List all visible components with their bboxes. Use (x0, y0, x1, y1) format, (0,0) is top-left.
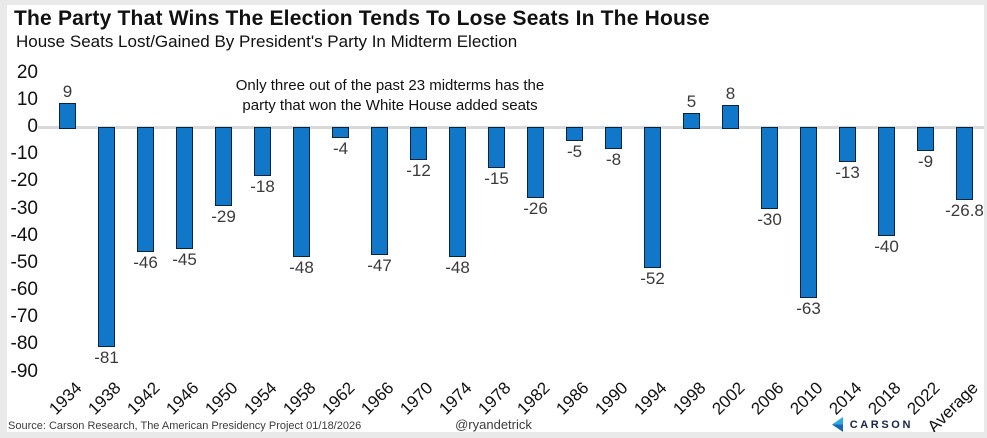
annotation-line-2: party that won the White House added sea… (242, 97, 538, 114)
x-tick-label: 2006 (747, 378, 788, 419)
x-tick-label: 1954 (240, 378, 281, 419)
x-tick-label: 1962 (318, 378, 359, 419)
y-tick-label: -40 (10, 224, 38, 246)
bar-value-label: -29 (211, 206, 236, 226)
bar-value-label: -5 (566, 141, 583, 161)
chart-title: The Party That Wins The Election Tends T… (14, 7, 710, 30)
bar-value-label: 9 (62, 81, 73, 101)
bar-value-label: -47 (367, 255, 392, 275)
carson-logo-text: CARSON (849, 418, 913, 431)
bar-value-label: -13 (835, 163, 860, 183)
bar-value-label: -26.8 (945, 200, 984, 220)
window-border-bottom (0, 432, 987, 438)
y-tick-label: -80 (10, 333, 38, 355)
bar-value-label: -46 (133, 252, 158, 272)
bar-value-label: -9 (917, 152, 934, 172)
bar (917, 127, 934, 152)
x-tick-label: 1946 (162, 378, 203, 419)
y-tick-label: -50 (10, 251, 38, 273)
y-tick-label: 0 (27, 116, 38, 137)
bar-value-label: -18 (250, 176, 275, 196)
bar (59, 102, 76, 129)
y-tick-label: -90 (10, 360, 38, 382)
x-tick-label: 1990 (591, 378, 632, 419)
x-tick-label: 1994 (630, 378, 671, 419)
y-tick-label: -20 (10, 170, 38, 192)
source-credit: Source: Carson Research, The American Pr… (8, 420, 362, 432)
bar-value-label: -63 (796, 299, 821, 319)
x-tick-label: 1978 (474, 378, 515, 419)
carson-logo: CARSON (831, 417, 913, 432)
x-tick-label: 2002 (708, 378, 749, 419)
bar (215, 127, 232, 206)
bar (683, 113, 700, 129)
bar (800, 127, 817, 299)
x-tick-label: 1958 (279, 378, 320, 419)
bar (371, 127, 388, 255)
bar (293, 127, 310, 258)
bar (956, 127, 973, 200)
window-border-left (0, 0, 7, 438)
x-tick-label: 2018 (864, 378, 905, 419)
author-handle: @ryandetrick (455, 417, 532, 432)
bar-value-label: -52 (640, 269, 665, 289)
bar (410, 127, 427, 160)
bar (488, 127, 505, 168)
bar-value-label: -45 (172, 250, 197, 270)
x-tick-label: 1974 (435, 378, 476, 419)
bar-value-label: 5 (686, 92, 697, 112)
bar-value-label: -40 (874, 236, 899, 256)
bar-value-label: -8 (605, 149, 622, 169)
zero-axis-line (38, 126, 985, 129)
x-tick-label: 1966 (357, 378, 398, 419)
bar-value-label: -4 (332, 138, 349, 158)
x-tick-label: 1942 (123, 378, 164, 419)
bar (566, 127, 583, 141)
bar (254, 127, 271, 176)
bar (137, 127, 154, 252)
bar (722, 105, 739, 129)
bar (98, 127, 115, 348)
x-tick-label: 1998 (669, 378, 710, 419)
bar (761, 127, 778, 209)
bar-value-label: -48 (289, 258, 314, 278)
bar (644, 127, 661, 269)
annotation-line-1: Only three out of the past 23 midterms h… (235, 77, 545, 94)
bar-value-label: -26 (523, 198, 548, 218)
y-tick-label: -10 (10, 143, 38, 165)
bar (332, 127, 349, 138)
x-tick-label: 2014 (825, 378, 866, 419)
y-tick-label: 10 (16, 88, 38, 110)
bar (449, 127, 466, 258)
window-border-top (0, 0, 987, 5)
bar-value-label: -12 (406, 160, 431, 180)
bar (527, 127, 544, 198)
y-tick-label: -60 (10, 279, 38, 301)
bar-value-label: -30 (757, 209, 782, 229)
y-tick-label: 20 (16, 61, 38, 83)
carson-arrow-icon (831, 417, 843, 432)
chart-subtitle: House Seats Lost/Gained By President's P… (16, 32, 518, 51)
x-tick-label: 1950 (201, 378, 242, 419)
x-tick-label: 1970 (396, 378, 437, 419)
bar-value-label: 8 (725, 84, 736, 104)
window-border-right (984, 0, 987, 438)
y-tick-label: -70 (10, 306, 38, 328)
y-tick-label: -30 (10, 197, 38, 219)
bar (878, 127, 895, 236)
bar-value-label: -48 (445, 258, 470, 278)
x-tick-label: 1934 (45, 378, 86, 419)
bar (176, 127, 193, 250)
x-tick-label: 2010 (786, 378, 827, 419)
bar (605, 127, 622, 149)
x-tick-label: 1982 (513, 378, 554, 419)
chart-annotation: Only three out of the past 23 midterms h… (236, 76, 545, 116)
bar-value-label: -15 (484, 168, 509, 188)
x-tick-label: 1986 (552, 378, 593, 419)
x-tick-label: 1938 (84, 378, 125, 419)
bar (839, 127, 856, 163)
bar-value-label: -81 (94, 348, 119, 368)
